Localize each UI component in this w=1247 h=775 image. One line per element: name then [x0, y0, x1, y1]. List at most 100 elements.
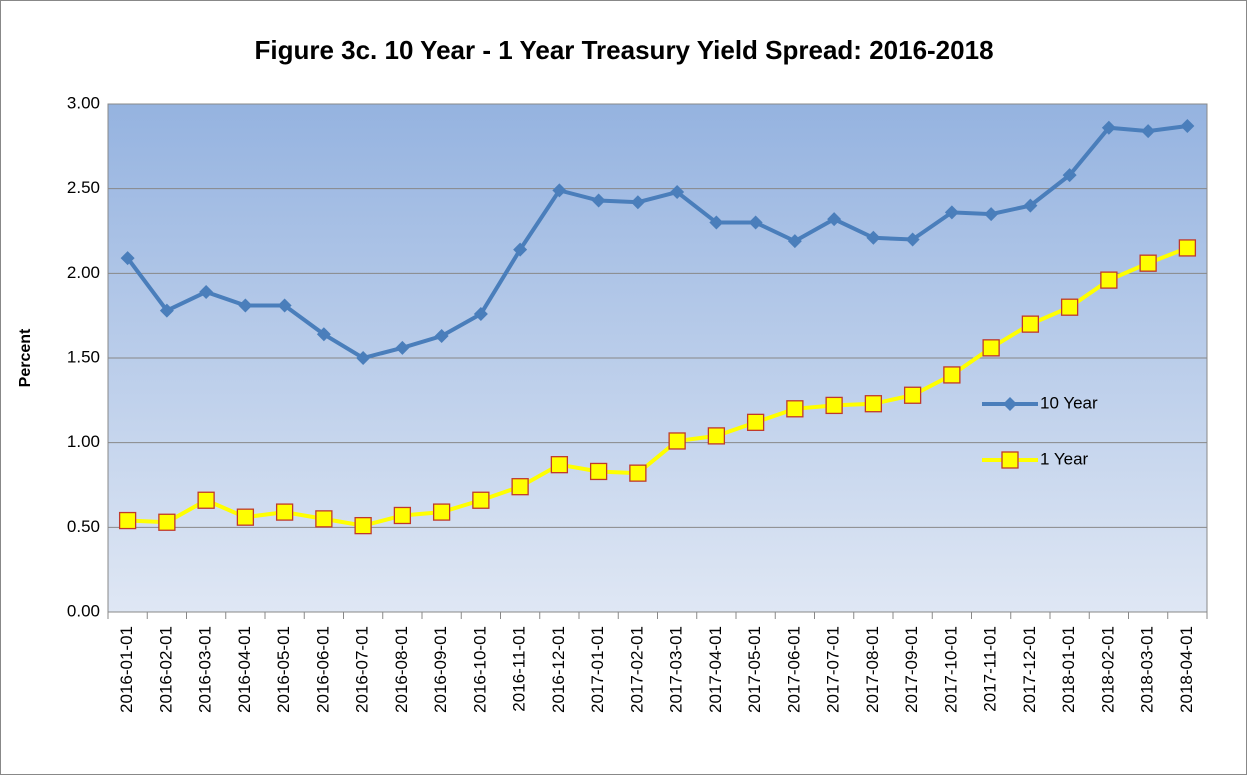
point	[1003, 397, 1017, 411]
point	[746, 413, 765, 431]
point	[356, 351, 371, 365]
x-tick-label: 2018-03-01	[1138, 626, 1157, 713]
point	[670, 185, 685, 200]
point	[354, 516, 372, 535]
x-tick-label: 2016-08-01	[392, 626, 411, 713]
point	[552, 183, 567, 198]
x-tick-label: 2017-02-01	[627, 626, 646, 713]
y-tick-label: 2.50	[67, 178, 100, 197]
x-tick-label: 2017-03-01	[667, 626, 686, 713]
point	[984, 207, 999, 222]
point	[589, 462, 608, 481]
x-tick-label: 2016-03-01	[196, 626, 215, 713]
point	[236, 508, 255, 526]
series-line	[126, 124, 1188, 361]
y-tick-label: 3.00	[67, 93, 100, 112]
x-tick-label: 2016-04-01	[235, 626, 254, 713]
point	[668, 432, 686, 450]
x-tick-label: 2018-02-01	[1098, 626, 1117, 713]
legend-label: 10 Year	[1040, 393, 1098, 412]
point	[1023, 198, 1038, 213]
x-tick-label: 2016-06-01	[313, 626, 332, 713]
point	[905, 232, 920, 247]
point	[1100, 271, 1118, 289]
point	[707, 427, 726, 445]
x-tick-label: 2017-12-01	[1020, 626, 1039, 713]
y-tick-label: 1.00	[67, 432, 100, 451]
point	[275, 503, 294, 521]
point	[199, 284, 214, 299]
point	[1101, 120, 1116, 135]
point	[629, 464, 647, 482]
y-tick-label: 1.50	[67, 347, 100, 366]
x-tick-label: 2018-04-01	[1177, 626, 1196, 713]
point	[864, 395, 883, 413]
point	[393, 506, 412, 525]
point	[943, 366, 961, 384]
point	[787, 234, 802, 249]
y-tick-label: 2.00	[67, 263, 100, 282]
point	[120, 251, 135, 266]
point	[315, 510, 333, 528]
point	[866, 230, 881, 245]
point	[903, 386, 922, 404]
point	[1060, 298, 1079, 316]
y-tick-label: 0.00	[67, 601, 100, 620]
x-tick-label: 2017-04-01	[706, 626, 725, 713]
point	[1139, 254, 1157, 272]
point	[1180, 119, 1195, 134]
point	[432, 503, 451, 521]
point	[825, 396, 843, 415]
point	[630, 195, 645, 210]
point	[316, 327, 331, 342]
x-tick-label: 2016-07-01	[353, 626, 372, 713]
x-tick-label: 2016-02-01	[156, 626, 175, 713]
point	[473, 306, 488, 321]
point	[1178, 239, 1197, 257]
point	[238, 298, 253, 313]
point	[591, 193, 606, 208]
legend-label: 1 Year	[1040, 449, 1089, 468]
point	[550, 456, 569, 474]
point	[434, 328, 449, 343]
x-tick-label: 2017-01-01	[588, 626, 607, 713]
x-tick-label: 2016-11-01	[510, 626, 529, 712]
x-tick-label: 2017-06-01	[784, 626, 803, 713]
point	[159, 303, 174, 318]
point	[982, 339, 1000, 357]
x-tick-label: 2016-12-01	[549, 626, 568, 713]
y-tick-label: 0.50	[67, 517, 100, 536]
x-tick-label: 2018-01-01	[1059, 626, 1078, 713]
point	[709, 215, 724, 230]
point	[395, 340, 410, 355]
point	[513, 242, 528, 257]
x-tick-label: 2016-05-01	[274, 626, 293, 713]
point	[197, 491, 215, 509]
point	[1141, 124, 1156, 139]
chart-title: Figure 3c. 10 Year - 1 Year Treasury Yie…	[254, 35, 993, 65]
x-tick-label: 2017-11-01	[981, 626, 1000, 712]
point	[277, 298, 292, 313]
series-line	[127, 246, 1189, 528]
x-tick-label: 2017-09-01	[902, 626, 921, 713]
x-tick-label: 2017-05-01	[745, 626, 764, 713]
point	[944, 205, 959, 220]
point	[1062, 168, 1077, 183]
point	[158, 513, 176, 531]
x-tick-label: 2017-10-01	[941, 626, 960, 713]
point	[1001, 451, 1019, 469]
point	[1021, 315, 1040, 333]
point	[786, 400, 804, 418]
x-tick-label: 2016-09-01	[431, 626, 450, 713]
point	[827, 212, 842, 227]
x-tick-label: 2017-07-01	[824, 626, 843, 713]
y-axis-label: Percent	[17, 328, 34, 387]
x-tick-label: 2017-08-01	[863, 626, 882, 713]
x-tick-label: 2016-10-01	[470, 626, 489, 713]
point	[118, 511, 137, 530]
point	[748, 215, 763, 230]
point	[511, 478, 529, 496]
point	[472, 491, 490, 509]
x-tick-label: 2016-01-01	[117, 626, 136, 713]
